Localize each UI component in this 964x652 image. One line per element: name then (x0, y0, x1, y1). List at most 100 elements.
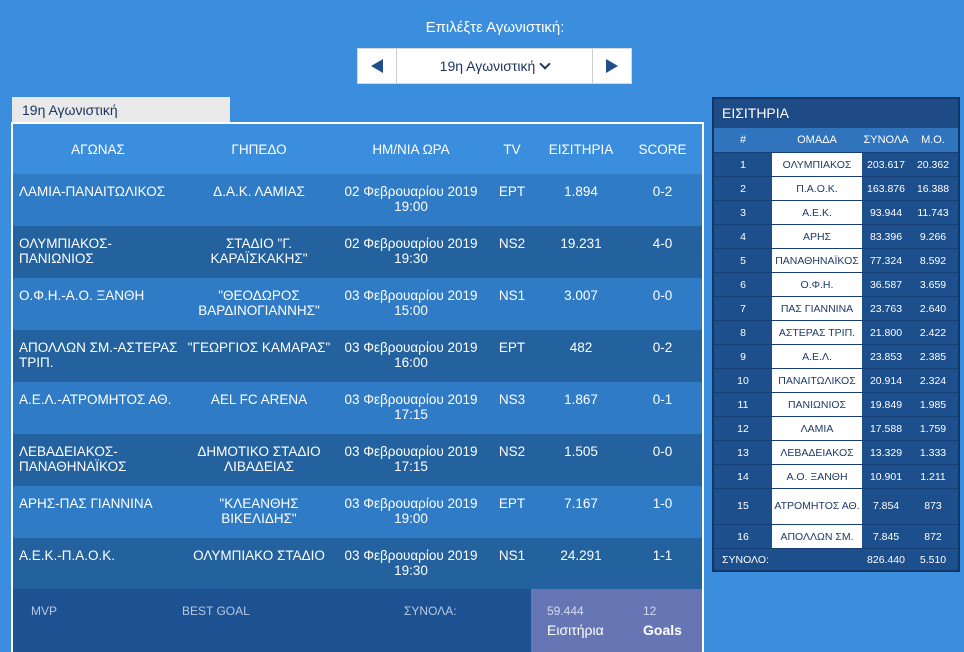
ranking-footer-label: ΣΥΝΟΛΟ: (722, 554, 769, 566)
ranking-row: 11 ΠΑΝΙΩΝΙΟΣ 19.849 1.985 (714, 392, 958, 416)
ranking-total: 21.800 (869, 327, 903, 339)
ranking-avg: 1.211 (920, 471, 946, 483)
ranking-rank: 9 (740, 351, 746, 363)
ranking-team: ΠΑΝΑΘΗΝΑΪΚΟΣ (772, 249, 862, 272)
ranking-row: 2 Π.Α.Ο.Κ. 163.876 16.388 (714, 176, 958, 200)
score-cell: 1-1 (652, 548, 673, 563)
tickets-cell: 19.231 (560, 236, 602, 251)
prev-round-button[interactable] (358, 49, 397, 83)
round-dropdown[interactable]: 19η Αγωνιστική (397, 49, 592, 83)
date-text: 03 Φεβρουαρίου 2019 (344, 496, 478, 511)
match-cell: ΟΛΥΜΠΙΑΚΟΣ-ΠΑΝΙΩΝΙΟΣ (19, 236, 112, 266)
score-cell: 0-2 (652, 184, 673, 199)
time-text: 19:00 (394, 511, 428, 526)
stadium-cell: ΔΗΜΟΤΙΚΟ ΣΤΑΔΙΟ ΛΙΒΑΔΕΙΑΣ (197, 444, 321, 474)
ranking-row: 6 Ο.Φ.Η. 36.587 3.659 (714, 272, 958, 296)
tv-cell: ΕΡΤ (498, 340, 526, 355)
ranking-rank: 2 (740, 183, 746, 195)
ranking-avg: 2.422 (919, 327, 947, 339)
tickets-cell: 3.007 (564, 288, 598, 303)
score-cell: 4-0 (652, 236, 673, 251)
tickets-cell: 1.505 (564, 444, 598, 459)
score-cell: 1-0 (652, 496, 673, 511)
ranking-row: 10 ΠΑΝΑΙΤΩΛΙΚΟΣ 20.914 2.324 (714, 368, 958, 392)
tickets-cell: 482 (569, 340, 593, 355)
ranking-rank: 7 (740, 303, 746, 315)
ranking-total: 203.617 (867, 159, 905, 171)
ranking-header: # ΟΜΑΔΑ ΣΥΝΟΛΑ Μ.Ο. (714, 128, 958, 152)
ranking-team: ΑΡΗΣ (772, 225, 862, 248)
date-text: 03 Φεβρουαρίου 2019 (344, 548, 478, 563)
ranking-title: ΕΙΣΙΤΗΡΙΑ (714, 99, 958, 128)
ranking-avg: 2.640 (919, 303, 947, 315)
table-row: ΟΛΥΜΠΙΑΚΟΣ-ΠΑΝΙΩΝΙΟΣ ΣΤΑΔΙΟ "Γ. ΚΑΡΑΪΣΚΑΚ… (13, 226, 702, 278)
ranking-col-team: ΟΜΑΔΑ (797, 134, 837, 146)
ranking-row: 5 ΠΑΝΑΘΗΝΑΪΚΟΣ 77.324 8.592 (714, 248, 958, 272)
tv-cell: NS2 (498, 236, 526, 251)
ranking-rank: 6 (740, 279, 746, 291)
ranking-team: Α.Ε.Λ. (772, 345, 862, 368)
table-row: ΛΕΒΑΔΕΙΑΚΟΣ-ΠΑΝΑΘΗΝΑΪΚΟΣ ΔΗΜΟΤΙΚΟ ΣΤΑΔΙΟ … (13, 434, 702, 486)
time-text: 19:30 (394, 563, 428, 578)
ranking-row: 1 ΟΛΥΜΠΙΑΚΟΣ 203.617 20.362 (714, 152, 958, 176)
stadium-cell: Δ.Α.Κ. ΛΑΜΙΑΣ (213, 184, 305, 199)
tickets-total-label: Εισιτήρια (547, 622, 604, 638)
next-round-button[interactable] (592, 49, 631, 83)
ranking-rank: 16 (737, 531, 749, 543)
round-tab[interactable]: 19η Αγωνιστική (12, 97, 230, 123)
ranking-avg: 8.592 (919, 255, 947, 267)
time-text: 19:30 (394, 251, 428, 266)
time-text: 19:00 (394, 199, 428, 214)
tickets-cell: 1.894 (564, 184, 598, 199)
ranking-col-total: ΣΥΝΟΛΑ (863, 134, 909, 146)
ranking-rows: 1 ΟΛΥΜΠΙΑΚΟΣ 203.617 20.362 2 Π.Α.Ο.Κ. 163.876… (714, 152, 958, 548)
ranking-rank: 11 (737, 399, 749, 411)
tv-cell: NS3 (498, 392, 526, 407)
ranking-total: 19.849 (869, 399, 903, 411)
match-cell: Α.Ε.Κ.-Π.Α.Ο.Κ. (19, 548, 116, 563)
round-selector: 19η Αγωνιστική (357, 48, 632, 84)
datetime-cell: 03 Φεβρουαρίου 2019 15:00 (335, 288, 487, 318)
matches-panel: ΑΓΩΝΑΣ ΓΗΠΕΔΟ ΗΜ/ΝΙΑ ΩΡΑ TV ΕΙΣΙΤΗΡΙΑ SC… (11, 122, 704, 652)
tv-cell: ΕΡΤ (498, 184, 526, 199)
ranking-team: ΠΑΣ ΓΙΑΝΝΙΝΑ (772, 297, 862, 320)
ranking-team: ΑΤΡΟΜΗΤΟΣ ΑΘ. (772, 489, 862, 524)
ranking-total: 36.587 (869, 279, 903, 291)
totals-box: 59.444 Εισιτήρια 12 Goals (531, 589, 702, 652)
ranking-avg: 872 (924, 531, 942, 543)
tv-cell: ΕΡΤ (498, 496, 526, 511)
score-cell: 0-0 (652, 444, 673, 459)
table-row: ΑΠΟΛΛΩΝ ΣΜ.-ΑΣΤΕΡΑΣ ΤΡΙΠ. "ΓΕΩΡΓΙΟΣ ΚΑΜΑΡ… (13, 330, 702, 382)
round-dropdown-value: 19η Αγωνιστική (439, 58, 536, 74)
col-header-tickets: ΕΙΣΙΤΗΡΙΑ (548, 141, 614, 157)
ranking-rank: 4 (740, 231, 746, 243)
table-row: Α.Ε.Κ.-Π.Α.Ο.Κ. ΟΛΥΜΠΙΑΚΟ ΣΤΑΔΙΟ 03 Φεβρου… (13, 538, 702, 590)
ranking-avg: 1.333 (919, 447, 947, 459)
tv-cell: NS2 (498, 444, 526, 459)
time-text: 17:15 (394, 459, 428, 474)
ranking-rank: 14 (737, 471, 749, 483)
ranking-team: Α.Ε.Κ. (772, 201, 862, 224)
time-text: 15:00 (394, 303, 428, 318)
date-text: 03 Φεβρουαρίου 2019 (344, 340, 478, 355)
ranking-total: 23.763 (869, 303, 903, 315)
ranking-team: ΑΣΤΕΡΑΣ ΤΡΙΠ. (772, 321, 862, 344)
ranking-total: 83.396 (869, 231, 903, 243)
match-rows: ΛΑΜΙΑ-ΠΑΝΑΙΤΩΛΙΚΟΣ Δ.Α.Κ. ΛΑΜΙΑΣ 02 Φεβρου… (13, 174, 702, 590)
stadium-cell: ΟΛΥΜΠΙΑΚΟ ΣΤΑΔΙΟ (193, 548, 325, 563)
ranking-row: 7 ΠΑΣ ΓΙΑΝΝΙΝΑ 23.763 2.640 (714, 296, 958, 320)
ranking-team: Π.Α.Ο.Κ. (772, 177, 862, 200)
ranking-avg: 16.388 (916, 183, 950, 195)
match-cell: ΑΠΟΛΛΩΝ ΣΜ.-ΑΣΤΕΡΑΣ ΤΡΙΠ. (19, 340, 178, 370)
datetime-cell: 03 Φεβρουαρίου 2019 16:00 (335, 340, 487, 370)
stadium-cell: ΣΤΑΔΙΟ "Γ. ΚΑΡΑΪΣΚΑΚΗΣ" (210, 236, 308, 266)
ranking-team: ΛΕΒΑΔΕΙΑΚΟΣ (772, 441, 862, 464)
ranking-team: ΠΑΝΑΙΤΩΛΙΚΟΣ (772, 369, 862, 392)
tv-cell: NS1 (498, 548, 526, 563)
ranking-row: 16 ΑΠΟΛΛΩΝ ΣΜ. 7.845 872 (714, 524, 958, 548)
stadium-cell: "ΚΛΕΑΝΘΗΣ ΒΙΚΕΛΙΔΗΣ" (219, 496, 299, 526)
ranking-team: ΠΑΝΙΩΝΙΟΣ (772, 393, 862, 416)
ranking-row: 3 Α.Ε.Κ. 93.944 11.743 (714, 200, 958, 224)
ranking-avg: 11.743 (917, 207, 949, 219)
ranking-avg: 2.385 (919, 351, 947, 363)
